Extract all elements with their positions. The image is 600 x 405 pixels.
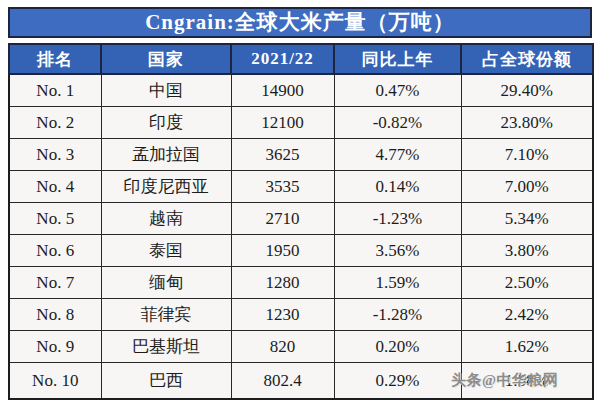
cell-yoy: 0.29%	[334, 363, 461, 400]
table-row: No. 6泰国19503.56%3.80%	[9, 235, 593, 267]
table-row: No. 1中国149000.47%29.40%	[9, 74, 593, 107]
cell-production: 3535	[231, 171, 334, 203]
table-row: No. 9巴基斯坦8200.20%1.62%	[9, 331, 593, 363]
cell-yoy: 1.59%	[334, 267, 461, 299]
cell-rank: No. 5	[9, 203, 101, 235]
cell-share: 7.10%	[461, 139, 593, 171]
cell-country: 巴基斯坦	[101, 331, 231, 363]
cell-country: 孟加拉国	[101, 139, 231, 171]
cell-yoy: 0.20%	[334, 331, 461, 363]
cell-share: 1.62%	[461, 331, 593, 363]
cell-production: 14900	[231, 74, 334, 107]
cell-rank: No. 3	[9, 139, 101, 171]
table-title: Cngrain:全球大米产量（万吨）	[8, 7, 592, 38]
cell-production: 1950	[231, 235, 334, 267]
col-header-country: 国家	[101, 44, 231, 74]
table-row: No. 4印度尼西亚35350.14%7.00%	[9, 171, 593, 203]
cell-share: 3.80%	[461, 235, 593, 267]
cell-production: 3625	[231, 139, 334, 171]
cell-yoy: -1.28%	[334, 299, 461, 331]
col-header-share: 占全球份额	[461, 44, 593, 74]
cell-rank: No. 9	[9, 331, 101, 363]
cell-rank: No. 2	[9, 107, 101, 139]
cell-share: 2.42%	[461, 299, 593, 331]
cell-production: 1280	[231, 267, 334, 299]
cell-share: 1.58%	[461, 363, 593, 400]
cell-production: 1230	[231, 299, 334, 331]
cell-country: 越南	[101, 203, 231, 235]
table-row: No. 2印度12100-0.82%23.80%	[9, 107, 593, 139]
cell-yoy: 3.56%	[334, 235, 461, 267]
cell-production: 820	[231, 331, 334, 363]
cell-country: 巴西	[101, 363, 231, 400]
cell-country: 缅甸	[101, 267, 231, 299]
cell-rank: No. 10	[9, 363, 101, 400]
cell-share: 23.80%	[461, 107, 593, 139]
table-row: No. 5越南2710-1.23%5.34%	[9, 203, 593, 235]
header-row: 排名 国家 2021/22 同比上年 占全球份额	[9, 44, 593, 74]
cell-share: 7.00%	[461, 171, 593, 203]
cell-rank: No. 4	[9, 171, 101, 203]
table-row: No. 3孟加拉国36254.77%7.10%	[9, 139, 593, 171]
table-row: No. 7缅甸12801.59%2.50%	[9, 267, 593, 299]
cell-country: 菲律宾	[101, 299, 231, 331]
cell-country: 中国	[101, 74, 231, 107]
cell-yoy: 0.47%	[334, 74, 461, 107]
cell-share: 2.50%	[461, 267, 593, 299]
col-header-rank: 排名	[9, 44, 101, 74]
cell-country: 泰国	[101, 235, 231, 267]
col-header-yoy: 同比上年	[334, 44, 461, 74]
cell-production: 12100	[231, 107, 334, 139]
cell-share: 5.34%	[461, 203, 593, 235]
table-body: No. 1中国149000.47%29.40%No. 2印度12100-0.82…	[9, 74, 593, 399]
cell-rank: No. 8	[9, 299, 101, 331]
cell-production: 802.4	[231, 363, 334, 400]
table-row: No. 10巴西802.40.29%1.58%	[9, 363, 593, 400]
cell-share: 29.40%	[461, 74, 593, 107]
cell-yoy: 0.14%	[334, 171, 461, 203]
cell-yoy: -1.23%	[334, 203, 461, 235]
cell-yoy: -0.82%	[334, 107, 461, 139]
cell-production: 2710	[231, 203, 334, 235]
cell-rank: No. 6	[9, 235, 101, 267]
cell-country: 印度尼西亚	[101, 171, 231, 203]
cell-country: 印度	[101, 107, 231, 139]
cell-yoy: 4.77%	[334, 139, 461, 171]
cell-rank: No. 1	[9, 74, 101, 107]
col-header-season: 2021/22	[231, 44, 334, 74]
rice-production-table: 排名 国家 2021/22 同比上年 占全球份额 No. 1中国149000.4…	[8, 43, 594, 400]
table-row: No. 8菲律宾1230-1.28%2.42%	[9, 299, 593, 331]
page: Cngrain:全球大米产量（万吨） 排名 国家 2021/22 同比上年 占全…	[0, 0, 600, 405]
cell-rank: No. 7	[9, 267, 101, 299]
